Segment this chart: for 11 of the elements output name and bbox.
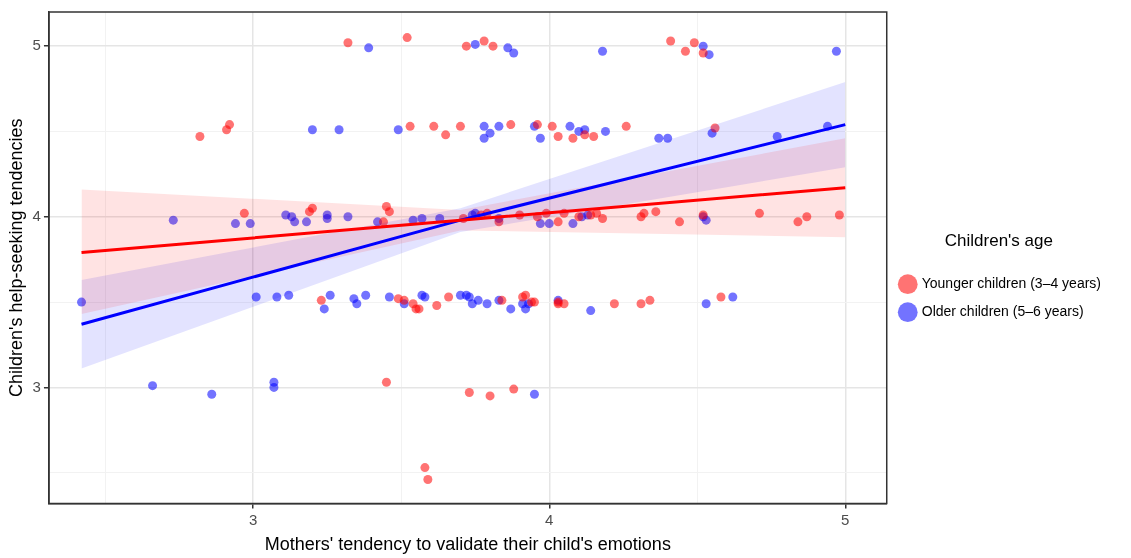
legend-label: Older children (5–6 years)	[921, 303, 1084, 320]
y-tick-label: 4	[32, 206, 41, 224]
x-tick-label: 5	[841, 510, 850, 528]
x-tick-label: 4	[545, 510, 554, 528]
x-axis-title: Mothers' tendency to validate their child's emotions	[264, 534, 671, 555]
legend-title: Children's age	[944, 230, 1053, 250]
y-tick-label: 3	[32, 377, 41, 395]
y-tick-label: 5	[32, 36, 41, 54]
x-tick-label: 3	[249, 510, 258, 528]
y-axis-title: Children's help-seeking tendencies	[5, 118, 26, 397]
legend-label: Younger children (3–4 years)	[921, 275, 1102, 292]
